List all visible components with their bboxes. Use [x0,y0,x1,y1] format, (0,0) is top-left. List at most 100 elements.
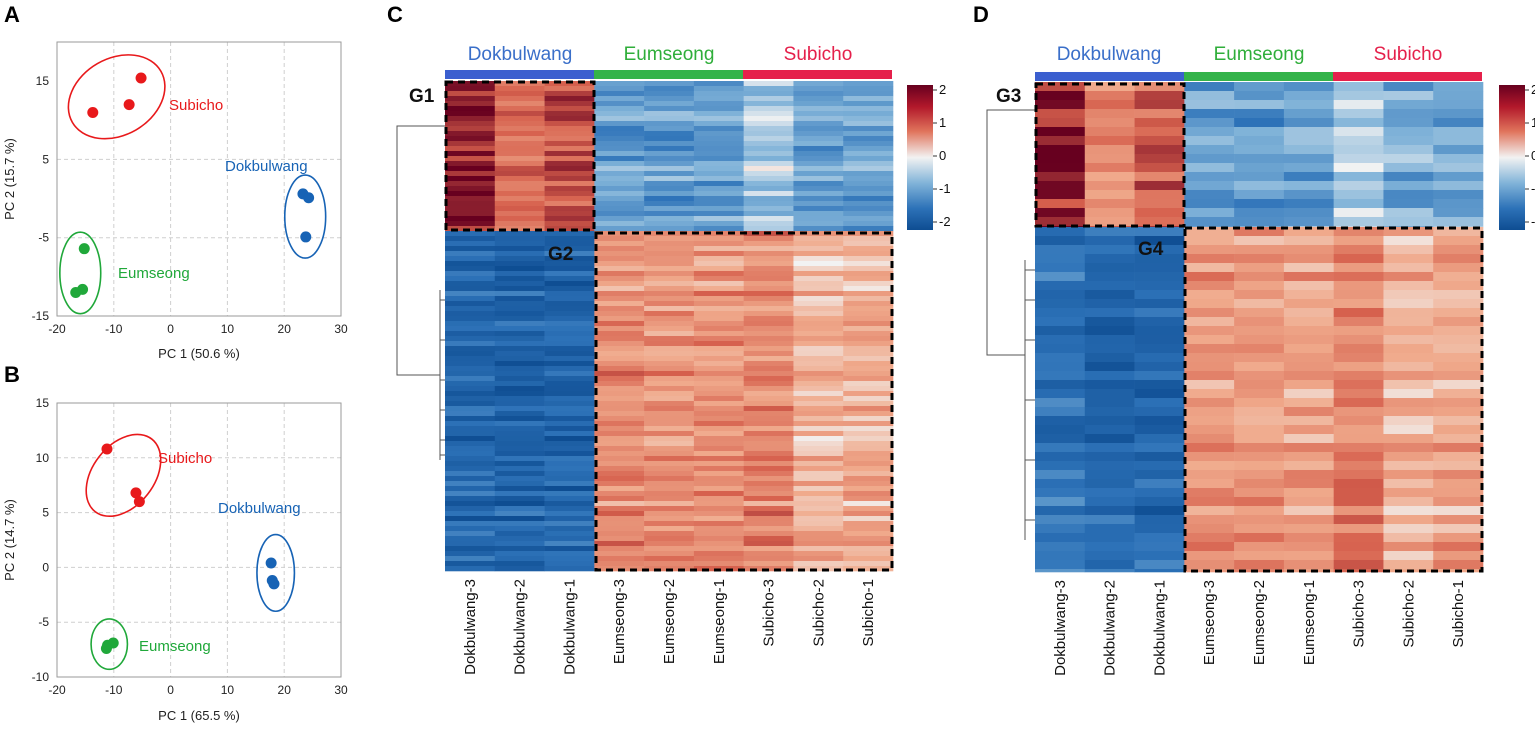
heatmap-cell [1134,208,1185,218]
heatmap-cell [693,521,744,527]
heatmap-cell [843,471,894,477]
heatmap-cell [1383,199,1434,209]
heatmap-cell [843,151,894,157]
heatmap-cell [1184,154,1235,164]
heatmap-cell [445,301,496,307]
heatmap-cell [843,336,894,342]
heatmap-cell [1383,452,1434,462]
dendrogram [986,109,1035,540]
heatmap-cell [445,456,496,462]
heatmap-cell [644,546,695,552]
heatmap-cell [594,486,645,492]
heatmap-cell [445,106,496,112]
heatmap-cell [793,116,844,122]
heatmap-cell [1184,416,1235,426]
heatmap-cell [445,441,496,447]
column-label: Dokbulwang-3 [1052,580,1069,676]
heatmap-cell [1035,227,1086,237]
heatmap-cell [743,546,794,552]
heatmap-cell [743,236,794,242]
x-tick-label: 0 [167,322,174,336]
heatmap-cell [1283,362,1334,372]
heatmap-cell [1283,506,1334,516]
heatmap-cell [544,491,595,497]
heatmap-cell [743,296,794,302]
heatmap-cell [445,281,496,287]
heatmap-cell [544,341,595,347]
y-tick-label: -15 [32,309,50,323]
heatmap-cell [1383,344,1434,354]
heatmap-cell [594,441,645,447]
heatmap-cell [693,206,744,212]
heatmap-cell [1035,335,1086,345]
heatmap-cell [1333,353,1384,363]
heatmap-cell [544,466,595,472]
heatmap-cell [1134,109,1185,119]
heatmap-cell [594,421,645,427]
heatmap-cell [1035,515,1086,525]
heatmap-cell [1383,515,1434,525]
heatmap-cell [1383,281,1434,291]
heatmap-cell [544,86,595,92]
panel-letter-b: B [4,362,20,387]
heatmap-cell [743,141,794,147]
heatmap-cell [594,181,645,187]
heatmap-cell [1333,371,1384,381]
heatmap-cell [1383,353,1434,363]
heatmap-cell [843,386,894,392]
heatmap-cell [693,381,744,387]
heatmap-cell [494,496,545,502]
heatmap-cell [743,381,794,387]
heatmap-cell [1283,488,1334,498]
heatmap-cell [843,481,894,487]
heatmap-cell [1283,389,1334,399]
heatmap-cell [693,436,744,442]
heatmap-cell [1333,551,1384,561]
heatmap-cell [445,366,496,372]
heatmap-cell [1134,254,1185,264]
heatmap-cell [793,301,844,307]
heatmap-cell [1383,82,1434,92]
heatmap-cell [843,416,894,422]
heatmap-cell [1035,100,1086,110]
heatmap-cell [594,481,645,487]
heatmap-cell [693,371,744,377]
heatmap-cell [693,476,744,482]
group-bar-subicho [743,70,892,79]
heatmap-cell [843,216,894,222]
heatmap-cell [594,516,645,522]
heatmap-cell [793,246,844,252]
heatmap-cell [843,551,894,557]
heatmap-cell [793,516,844,522]
heatmap-cell [1035,317,1086,327]
heatmap-cell [793,361,844,367]
heatmap-cell [1383,407,1434,417]
column-label: Eumseong-2 [661,579,678,664]
heatmap-cell [644,561,695,567]
heatmap-cell [693,426,744,432]
column-label: Eumseong-1 [711,579,728,664]
heatmap-cell [693,326,744,332]
heatmap-cell [843,436,894,442]
heatmap-cell [843,136,894,142]
heatmap-cell [1433,136,1484,146]
x-tick-label: -10 [105,322,123,336]
heatmap-cell [793,151,844,157]
heatmap-cell [1234,136,1285,146]
heatmap-cell [1234,317,1285,327]
heatmap-cell [644,436,695,442]
heatmap-cell [594,226,645,232]
heatmap-cell [594,111,645,117]
y-axis-label: PC 2 (15.7 %) [2,138,17,220]
heatmap-cell [445,331,496,337]
heatmap-cell [693,456,744,462]
heatmap-cell [1433,290,1484,300]
group-bar-dokbulwang [1035,72,1184,81]
heatmap-cell [1333,254,1384,264]
heatmap-cell [1333,118,1384,128]
heatmap-cell [793,181,844,187]
heatmap-cell [1234,190,1285,200]
heatmap-cell [644,416,695,422]
heatmap-cell [743,146,794,152]
heatmap-cell [1433,344,1484,354]
